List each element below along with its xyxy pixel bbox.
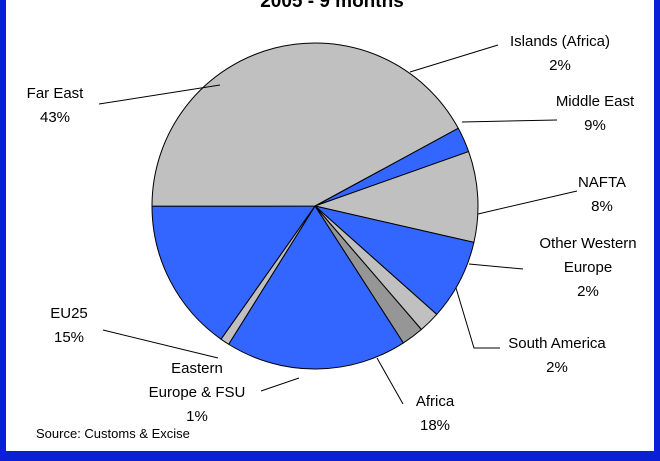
slice-label-south-america: 2% xyxy=(546,359,568,376)
source-note: Source: Customs & Excise xyxy=(36,426,190,441)
slice-label-nafta: 8% xyxy=(591,198,613,215)
slice-label-africa: Africa xyxy=(416,393,455,410)
slice-label-other-western: Europe xyxy=(564,259,612,276)
slice-label-eastern: 1% xyxy=(186,408,208,425)
leader-line-south-america xyxy=(455,287,500,349)
slice-label-far-east: 43% xyxy=(40,109,70,126)
leader-line-middle-east xyxy=(461,119,558,123)
slice-label-eu25: 15% xyxy=(54,329,84,346)
slice-labels: Islands (Africa) 2% Middle East 9% NAFTA 8% Ot… xyxy=(27,33,637,434)
leader-line-far-east xyxy=(98,84,221,105)
leader-line-africa xyxy=(376,357,404,405)
slice-label-south-america: South America xyxy=(508,335,606,352)
slice-label-far-east: Far East xyxy=(27,85,85,102)
slice-label-islands-africa: 2% xyxy=(549,57,571,74)
slice-middle-east xyxy=(314,151,479,243)
slice-label-middle-east: Middle East xyxy=(556,93,635,110)
chart-title: 2005 - 9 months xyxy=(260,0,404,12)
leader-line-eastern xyxy=(260,377,300,392)
slice-label-africa: 18% xyxy=(420,417,450,434)
slice-far-east xyxy=(151,42,459,207)
slice-eu25 xyxy=(151,205,316,340)
leader-lines xyxy=(98,44,578,405)
slice-label-eastern: Eastern xyxy=(171,360,223,377)
leader-line-islands-africa xyxy=(409,44,499,73)
leader-line-eu25 xyxy=(102,329,219,359)
pie-slices xyxy=(151,42,479,370)
slice-label-other-western: Other Western xyxy=(539,235,636,252)
slice-africa xyxy=(228,205,404,370)
slice-label-other-western: 2% xyxy=(577,283,599,300)
slice-label-islands-africa: Islands (Africa) xyxy=(510,33,610,50)
slice-label-eu25: EU25 xyxy=(50,305,88,322)
leader-line-other-western xyxy=(468,263,524,270)
leader-line-nafta xyxy=(477,190,578,215)
slice-label-middle-east: 9% xyxy=(584,117,606,134)
slice-label-nafta: NAFTA xyxy=(578,174,626,191)
slice-label-eastern: Europe & FSU xyxy=(149,384,246,401)
